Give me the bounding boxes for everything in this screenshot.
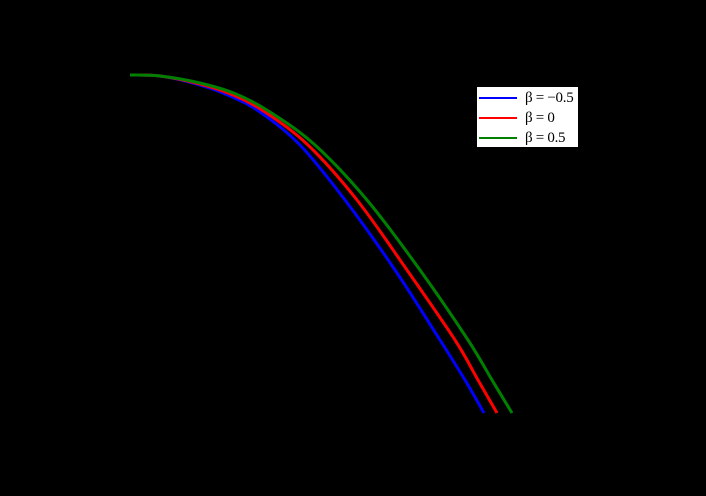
legend-label: β = 0 [525, 110, 555, 126]
legend-swatch-blue [479, 97, 517, 99]
legend-swatch-green [479, 137, 517, 139]
legend-label: β = 0.5 [525, 130, 566, 146]
legend-item-beta-0: β = 0 [477, 108, 578, 128]
legend-swatch-red [479, 117, 517, 119]
legend-item-beta-0-5: β = 0.5 [477, 128, 578, 148]
series-group [129, 73, 514, 414]
legend: β = −0.5 β = 0 β = 0.5 [476, 86, 579, 148]
series-line-2 [129, 73, 514, 414]
legend-label: β = −0.5 [525, 90, 574, 106]
axes-frame [91, 41, 639, 415]
legend-item-beta-neg-0-5: β = −0.5 [477, 88, 578, 108]
